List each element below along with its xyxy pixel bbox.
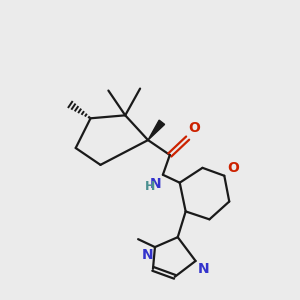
Polygon shape (148, 120, 165, 140)
Text: N: N (141, 248, 153, 262)
Text: O: O (189, 121, 200, 135)
Text: N: N (198, 262, 209, 276)
Text: H: H (145, 180, 155, 193)
Text: O: O (227, 161, 239, 175)
Text: N: N (149, 177, 161, 191)
